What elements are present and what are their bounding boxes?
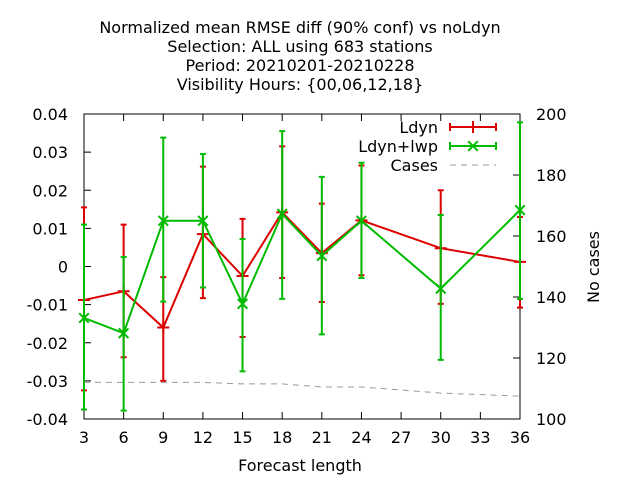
x-tick-label: 15 <box>232 428 252 447</box>
x-tick-label: 12 <box>193 428 213 447</box>
legend-label: Ldyn <box>399 118 438 137</box>
y-axis: 0.04 0.03 0.02 0.01 0 -0.01 -0.02 -0.03 -0.04 <box>27 105 91 429</box>
y-tick-label: 0.03 <box>32 143 68 162</box>
series-layer <box>78 121 526 412</box>
x-tick-label: 9 <box>158 428 168 447</box>
chart-title: Normalized mean RMSE diff (90% conf) vs … <box>99 18 500 94</box>
data-point <box>237 298 249 310</box>
legend-marker <box>467 140 479 152</box>
y2-tick-label: 100 <box>536 410 567 429</box>
y2-tick-label: 120 <box>536 349 567 368</box>
data-point <box>316 250 328 262</box>
data-point <box>276 208 288 220</box>
series-line <box>83 209 521 335</box>
y-tick-label: 0.01 <box>32 219 68 238</box>
legend-label: Ldyn+lwp <box>358 137 438 156</box>
series-ldyn-lwp <box>78 121 526 412</box>
title-line-3: Period: 20210201-20210228 <box>185 56 414 75</box>
y-tick-label: -0.03 <box>27 372 68 391</box>
title-line-2: Selection: ALL using 683 stations <box>167 37 432 56</box>
y-tick-label: 0.02 <box>32 181 68 200</box>
y-tick-label: 0.04 <box>32 105 68 124</box>
x-tick-label: 27 <box>391 428 411 447</box>
data-point <box>157 321 170 334</box>
legend-swatch-cap <box>449 142 497 150</box>
data-point <box>157 215 169 227</box>
series-line <box>84 381 521 397</box>
y2-tick-label: 140 <box>536 288 567 307</box>
x-tick-label: 36 <box>510 428 530 447</box>
title-line-4: Visibility Hours: {00,06,12,18} <box>177 75 424 94</box>
data-point <box>118 327 130 339</box>
y-tick-label: -0.02 <box>27 334 68 353</box>
x-tick-label: 33 <box>470 428 490 447</box>
y-tick-label: 0 <box>58 258 68 277</box>
x-tick-label: 6 <box>119 428 129 447</box>
plot-frame <box>83 113 521 420</box>
data-point <box>78 312 90 324</box>
y2-tick-label: 200 <box>536 105 567 124</box>
y2-tick-label: 180 <box>536 166 567 185</box>
series-cases <box>84 381 521 397</box>
y-tick-label: -0.01 <box>27 296 68 315</box>
title-line-1: Normalized mean RMSE diff (90% conf) vs … <box>99 18 500 37</box>
y-tick-label: -0.04 <box>27 410 68 429</box>
x-tick-label: 3 <box>79 428 89 447</box>
data-point <box>514 204 526 216</box>
x-tick-label: 24 <box>351 428 371 447</box>
data-point <box>355 215 367 227</box>
series-line <box>83 210 521 330</box>
x-tick-label: 30 <box>431 428 451 447</box>
x-tick-label: 18 <box>272 428 292 447</box>
legend-label: Cases <box>391 156 439 175</box>
x-tick-label: 21 <box>312 428 332 447</box>
data-point <box>435 283 447 295</box>
y2-axis-label: No cases <box>584 231 603 303</box>
x-axis-label: Forecast length <box>238 456 362 475</box>
series-ldyn <box>78 145 526 392</box>
x-axis: 3 6 9 12 15 18 21 24 27 30 33 36 <box>79 114 530 447</box>
y2-axis: 200 180 160 140 120 100 <box>513 105 567 429</box>
legend-marker <box>467 121 479 133</box>
legend-swatch-cap <box>449 123 497 131</box>
data-point <box>197 215 209 227</box>
y2-tick-label: 160 <box>536 227 567 246</box>
